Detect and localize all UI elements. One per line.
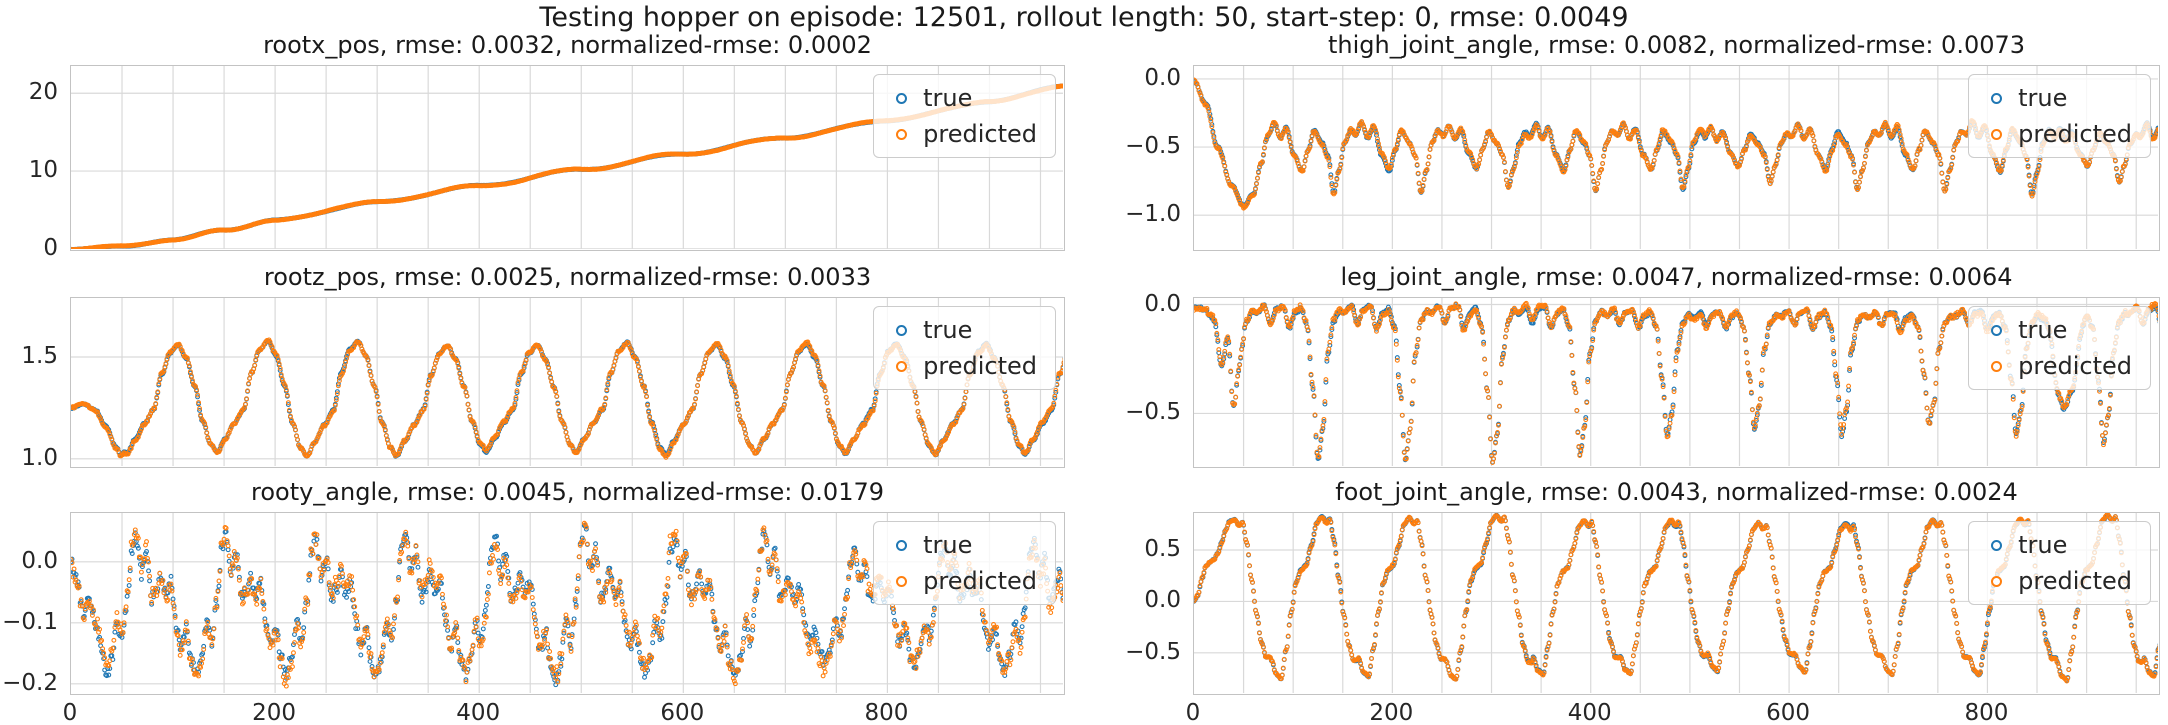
legend: true predicted xyxy=(873,74,1056,158)
x-tick-label: 0 xyxy=(62,700,78,725)
scatter-marker-icon xyxy=(1991,539,2003,551)
legend-label: true xyxy=(2018,84,2068,112)
scatter-marker-icon xyxy=(896,324,908,336)
plot-area: true predicted xyxy=(1193,297,2160,468)
subplot-title: rootx_pos, rmse: 0.0032, normalized-rmse… xyxy=(263,31,872,59)
legend: true predicted xyxy=(1968,521,2151,605)
subplot: foot_joint_angle, rmse: 0.0043, normaliz… xyxy=(1103,478,2160,725)
scatter-marker-icon xyxy=(1991,360,2003,372)
legend: true predicted xyxy=(873,306,1056,390)
subplot-title: rooty_angle, rmse: 0.0045, normalized-rm… xyxy=(250,478,884,506)
legend-item: predicted xyxy=(1981,351,2132,381)
legend-label: true xyxy=(2018,531,2068,559)
subplot-title: thigh_joint_angle, rmse: 0.0082, normali… xyxy=(1327,31,2026,59)
y-tick-label: 0.0 xyxy=(1144,587,1181,614)
legend-label: predicted xyxy=(2018,120,2132,148)
subplot: thigh_joint_angle, rmse: 0.0082, normali… xyxy=(1103,31,2160,285)
y-tick-label: 1.0 xyxy=(21,444,58,471)
legend-item: true xyxy=(886,530,1037,560)
scatter-marker-icon xyxy=(1991,575,2003,587)
legend-item: true xyxy=(886,83,1037,113)
legend-item: predicted xyxy=(1981,119,2132,149)
scatter-marker-icon xyxy=(896,128,908,140)
x-tick-label: 400 xyxy=(456,700,501,725)
y-tick-label: −0.5 xyxy=(1125,133,1181,160)
scatter-marker-icon xyxy=(1991,92,2003,104)
legend-item: predicted xyxy=(886,351,1037,381)
legend: true predicted xyxy=(1968,74,2151,158)
subplot-title: rootz_pos, rmse: 0.0025, normalized-rmse… xyxy=(263,263,872,291)
legend-label: true xyxy=(923,531,973,559)
y-tick-label: 0.0 xyxy=(1144,64,1181,91)
subplot-title: leg_joint_angle, rmse: 0.0047, normalize… xyxy=(1340,263,2013,291)
x-tick-label: 800 xyxy=(864,700,909,725)
y-tick-label: 0.5 xyxy=(1144,536,1181,562)
legend-label: true xyxy=(923,84,973,112)
subplot: rooty_angle, rmse: 0.0045, normalized-rm… xyxy=(0,478,1065,725)
legend-label: predicted xyxy=(2018,567,2132,595)
y-tick-label: −0.5 xyxy=(1125,638,1181,665)
scatter-marker-icon xyxy=(1991,324,2003,336)
scatter-marker-icon xyxy=(896,575,908,587)
y-tick-label: −1.0 xyxy=(1125,201,1181,228)
subplot: rootz_pos, rmse: 0.0025, normalized-rmse… xyxy=(0,263,1065,502)
x-tick-label: 400 xyxy=(1567,700,1612,725)
legend-item: true xyxy=(1981,530,2132,560)
y-tick-label: 0 xyxy=(43,234,58,261)
x-tick-label: 200 xyxy=(1369,700,1414,725)
legend-label: predicted xyxy=(923,352,1037,380)
legend-label: predicted xyxy=(923,120,1037,148)
legend: true predicted xyxy=(1968,306,2151,390)
y-tick-label: −0.5 xyxy=(1125,399,1181,426)
y-tick-label: 1.5 xyxy=(21,343,58,370)
legend-item: predicted xyxy=(886,119,1037,149)
scatter-marker-icon xyxy=(1991,128,2003,140)
scatter-marker-icon xyxy=(896,92,908,104)
y-tick-label: 20 xyxy=(28,79,58,106)
legend-item: predicted xyxy=(1981,566,2132,596)
legend-label: true xyxy=(2018,316,2068,344)
legend-item: true xyxy=(1981,315,2132,345)
y-tick-label: 0.0 xyxy=(21,547,58,574)
plot-area: true predicted xyxy=(70,297,1065,468)
figure-title: Testing hopper on episode: 12501, rollou… xyxy=(539,2,1629,33)
legend: true predicted xyxy=(873,521,1056,605)
legend-label: predicted xyxy=(2018,352,2132,380)
subplot: leg_joint_angle, rmse: 0.0047, normalize… xyxy=(1103,263,2160,502)
legend-item: true xyxy=(886,315,1037,345)
y-tick-label: 0.0 xyxy=(1144,290,1181,317)
y-tick-label: −0.2 xyxy=(2,669,58,696)
scatter-marker-icon xyxy=(896,360,908,372)
subplot: rootx_pos, rmse: 0.0032, normalized-rmse… xyxy=(0,31,1065,285)
plot-area: true predicted xyxy=(70,512,1065,695)
x-tick-label: 800 xyxy=(1964,700,2009,725)
plot-area: true predicted xyxy=(1193,65,2160,251)
legend-item: true xyxy=(1981,83,2132,113)
subplot-title: foot_joint_angle, rmse: 0.0043, normaliz… xyxy=(1335,478,2018,506)
plot-area: true predicted xyxy=(70,65,1065,251)
scatter-marker-icon xyxy=(896,539,908,551)
y-tick-label: 10 xyxy=(28,157,58,184)
x-tick-label: 600 xyxy=(660,700,705,725)
legend-label: true xyxy=(923,316,973,344)
x-tick-label: 200 xyxy=(252,700,297,725)
plot-area: true predicted xyxy=(1193,512,2160,695)
x-tick-label: 600 xyxy=(1766,700,1811,725)
x-tick-label: 0 xyxy=(1185,700,1201,725)
y-tick-label: −0.1 xyxy=(2,608,58,635)
legend-label: predicted xyxy=(923,567,1037,595)
legend-item: predicted xyxy=(886,566,1037,596)
